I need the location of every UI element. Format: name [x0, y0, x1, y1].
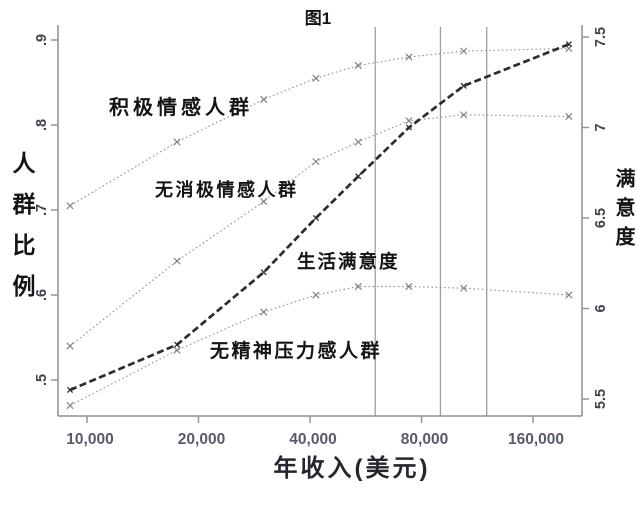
x-marker-icon	[460, 82, 467, 89]
x-marker-icon	[312, 214, 319, 222]
series-1: 积极情感人群	[66, 44, 573, 210]
x-marker-icon	[173, 138, 181, 146]
x-marker-icon	[312, 74, 320, 82]
right-tick-label: 5.5	[593, 389, 609, 409]
x-marker-icon	[66, 202, 74, 210]
x-marker-icon	[460, 47, 468, 55]
x-marker-icon	[173, 341, 181, 348]
x-marker-icon	[405, 117, 413, 125]
x-marker-icon	[354, 61, 362, 70]
left-tick-label: .6	[34, 289, 50, 301]
left-tick-label: .5	[34, 374, 50, 386]
x-marker-icon	[460, 284, 468, 292]
series-4: 生活满意度	[66, 41, 572, 394]
x-marker-icon	[260, 95, 268, 104]
x-marker-icon	[260, 308, 268, 316]
series-line	[69, 114, 569, 347]
right-tick-label: 7	[593, 123, 609, 131]
x-marker-icon	[565, 41, 572, 48]
x-marker-icon	[565, 112, 573, 121]
series-inline-label: 生活满意度	[297, 251, 400, 272]
series-inline-label: 无消极情感人群	[155, 179, 299, 200]
x-marker-icon	[66, 386, 74, 394]
x-tick-label: 10,000	[66, 431, 113, 448]
x-tick-label: 20,000	[178, 431, 225, 448]
right-tick-label: 7.5	[593, 27, 609, 47]
series-line	[69, 47, 569, 207]
x-marker-icon	[260, 269, 267, 276]
x-marker-icon	[355, 173, 362, 180]
x-marker-icon	[354, 138, 362, 146]
x-marker-icon	[66, 401, 74, 410]
x-marker-icon	[312, 157, 320, 166]
right-axis-title: 满意度	[612, 168, 634, 255]
x-marker-icon	[405, 53, 413, 61]
x-marker-icon	[405, 124, 413, 131]
x-marker-icon	[354, 282, 362, 291]
x-marker-icon	[405, 282, 413, 291]
left-axis-title: 人群比例	[9, 151, 35, 315]
left-tick-label: .9	[34, 34, 50, 46]
series-inline-label: 积极情感人群	[109, 95, 253, 119]
x-marker-icon	[565, 291, 573, 299]
left-tick-label: .8	[34, 119, 50, 131]
right-tick-label: 6	[593, 304, 609, 312]
x-marker-icon	[312, 291, 320, 299]
x-marker-icon	[66, 342, 74, 350]
series-3: 无精神压力感人群	[66, 282, 573, 410]
x-marker-icon	[460, 111, 468, 119]
x-axis-title: 年收入(美元)	[273, 455, 431, 482]
right-tick-label: 6.5	[593, 208, 609, 228]
series-inline-label: 无精神压力感人群	[210, 339, 382, 362]
left-tick-label: .7	[34, 204, 50, 216]
x-tick-label: 160,000	[508, 431, 564, 448]
x-marker-icon	[173, 257, 181, 265]
chart-title: 图1	[304, 9, 332, 28]
x-marker-icon	[173, 346, 181, 354]
x-tick-label: 40,000	[289, 431, 336, 448]
series-2: 无消极情感人群	[66, 111, 573, 350]
x-tick-label: 80,000	[401, 431, 448, 448]
x-marker-icon	[260, 197, 268, 206]
